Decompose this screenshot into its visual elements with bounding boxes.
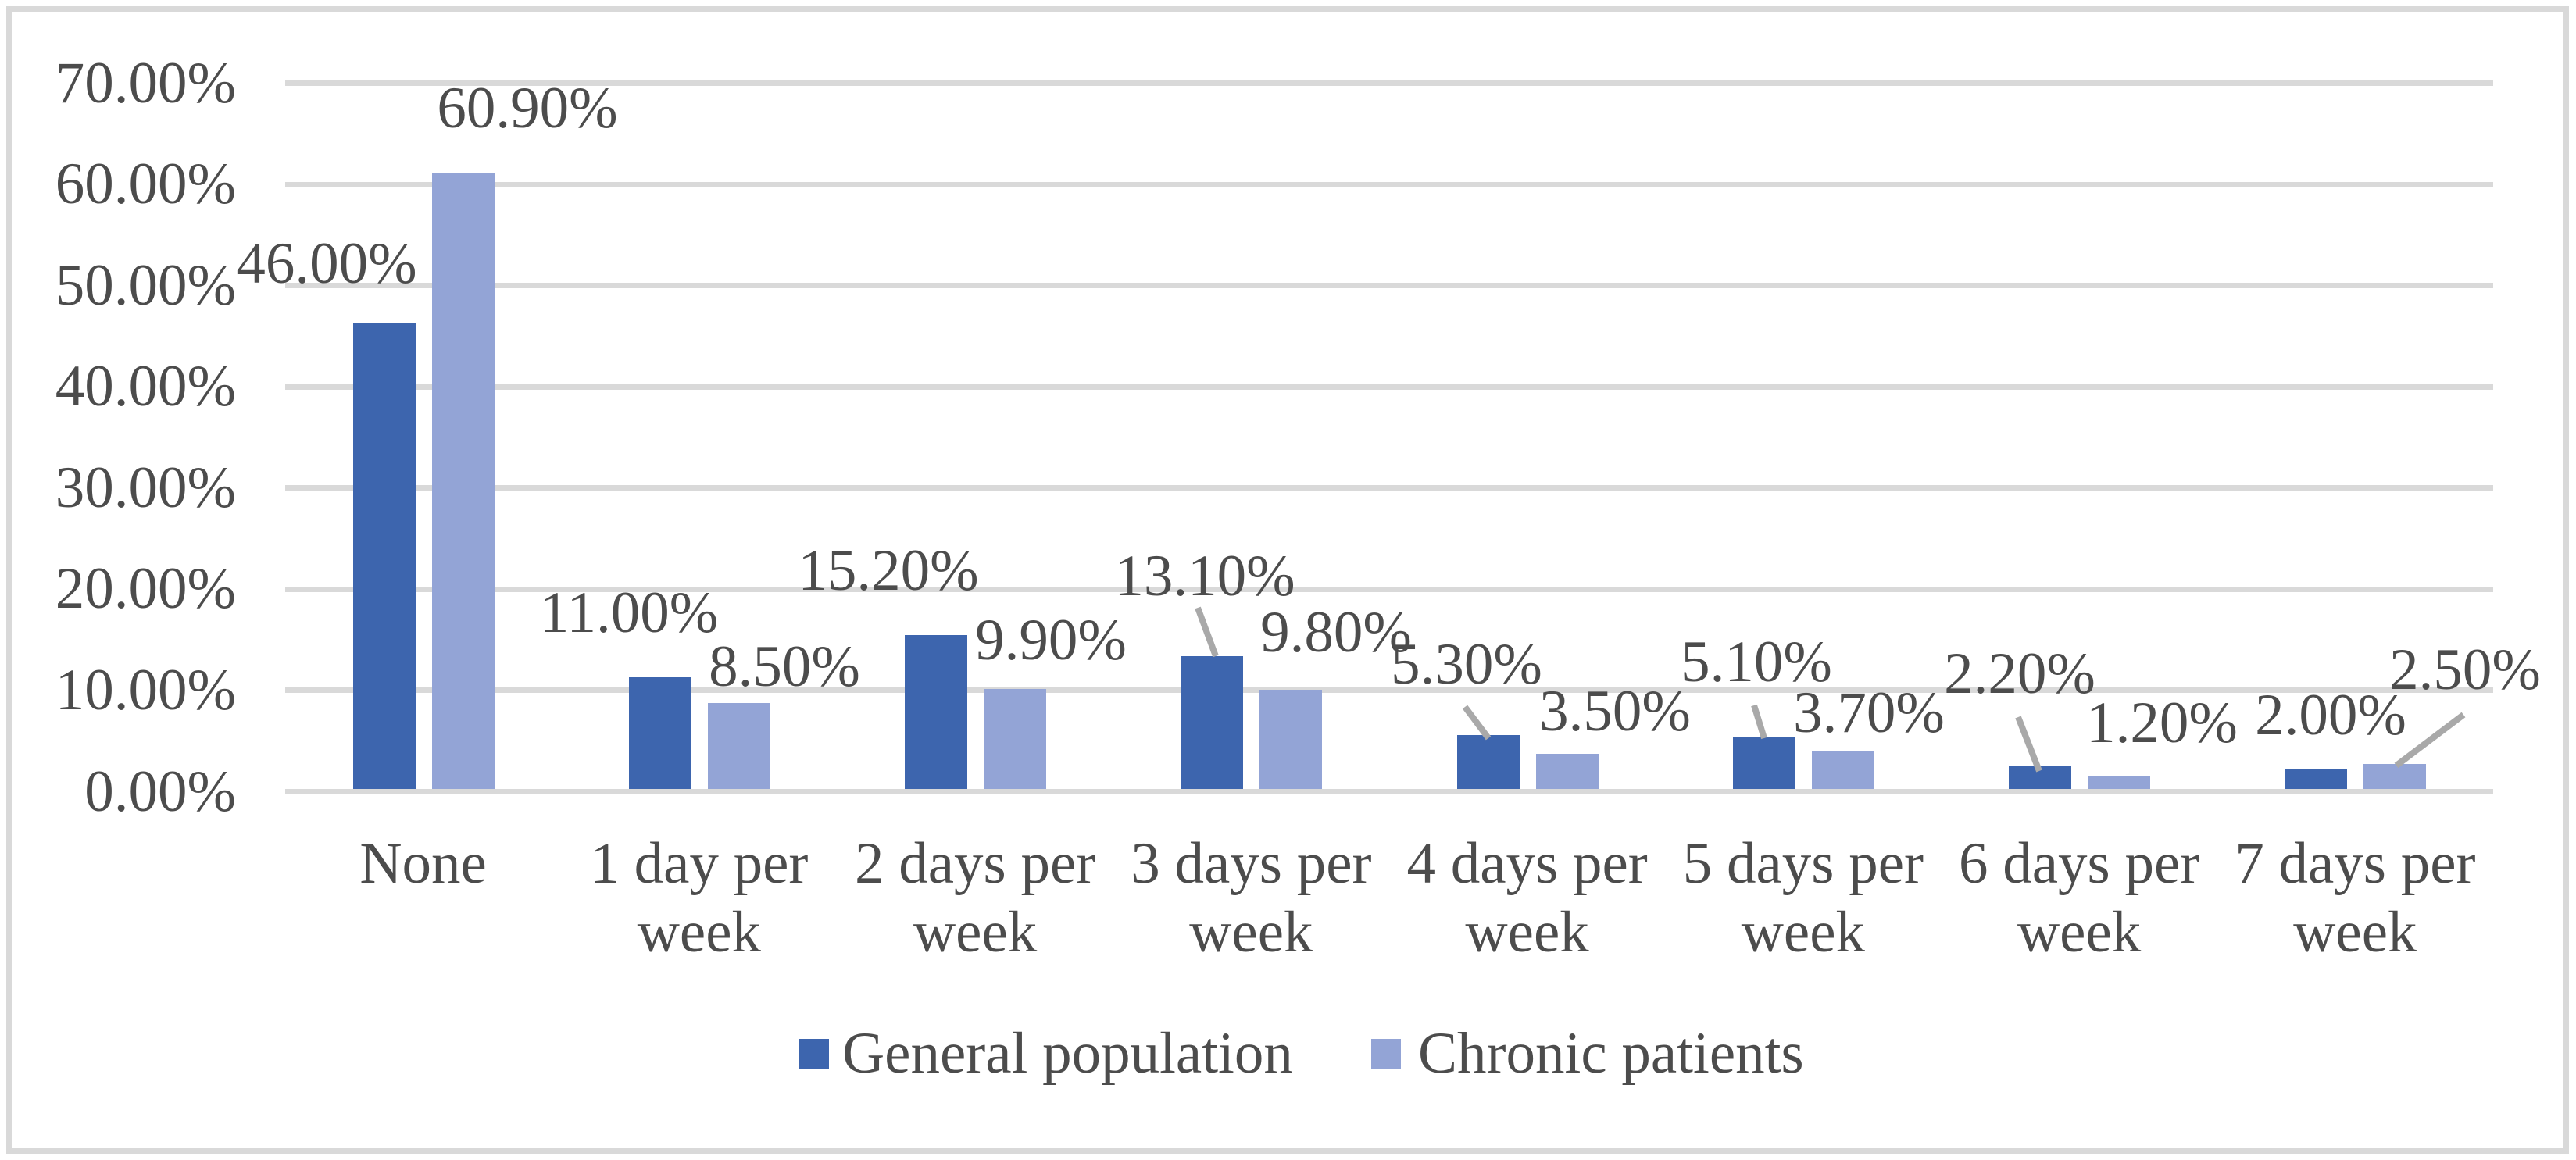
- bar-chronic-patients: [2363, 763, 2427, 789]
- x-axis-category-label-line: 7 days per: [2235, 831, 2476, 896]
- x-axis-category-label: 7 days per week: [2217, 830, 2493, 967]
- bar-general-population: [2009, 766, 2072, 789]
- x-axis-category-label-line: 6 days per: [1959, 831, 2200, 896]
- x-axis-category-label-line: 1 day per: [590, 831, 809, 896]
- leader-line: [1462, 705, 1492, 741]
- gridline: [285, 80, 2493, 86]
- x-axis-category-label-line: week: [2293, 900, 2417, 965]
- bar-chronic-patients: [707, 702, 770, 789]
- y-axis-tick-label: 70.00%: [55, 50, 236, 116]
- data-label: 3.70%: [1793, 680, 1945, 745]
- bar-general-population: [1181, 656, 1244, 789]
- data-label: 46.00%: [236, 231, 417, 296]
- x-axis-category-label: 4 days per week: [1389, 830, 1665, 967]
- gridline: [285, 687, 2493, 694]
- x-axis-category-label: 5 days per week: [1665, 830, 1941, 967]
- gridline: [285, 283, 2493, 289]
- y-axis-tick-label: 60.00%: [55, 152, 236, 217]
- x-axis-category-label: 3 days per week: [1113, 830, 1389, 967]
- bar-general-population: [905, 635, 968, 789]
- y-axis-tick-label: 40.00%: [55, 354, 236, 419]
- data-label: 9.90%: [975, 608, 1127, 673]
- data-label: 13.10%: [1114, 544, 1295, 609]
- data-label: 11.00%: [539, 580, 719, 645]
- leader-line: [1195, 606, 1219, 658]
- bar-general-population: [1456, 735, 1520, 789]
- leader-line: [2394, 712, 2466, 769]
- x-axis-category-label: 2 days per week: [838, 830, 1113, 967]
- bar-general-population: [628, 677, 691, 789]
- y-axis-tick-label: 20.00%: [55, 556, 236, 622]
- x-axis-category-label-line: week: [1465, 900, 1589, 965]
- data-label: 2.50%: [2389, 637, 2541, 702]
- data-label: 2.20%: [1944, 641, 2095, 706]
- x-axis-category-label: 1 day per week: [561, 830, 837, 967]
- bar-chronic-patients: [1535, 753, 1599, 789]
- bar-chronic-patients: [1811, 751, 1874, 789]
- gridline: [285, 789, 2493, 794]
- bar-chronic-patients: [431, 172, 495, 789]
- bar-chronic-patients: [1259, 690, 1323, 789]
- x-axis-category-label-line: 3 days per: [1131, 831, 1372, 896]
- legend-label: General population: [842, 1021, 1293, 1086]
- bar-general-population: [2285, 769, 2348, 789]
- data-label: 2.00%: [2255, 683, 2406, 748]
- y-axis-tick-label: 10.00%: [55, 657, 236, 723]
- x-axis-category-label-line: 2 days per: [855, 831, 1096, 896]
- leader-line: [1751, 704, 1767, 740]
- data-label: 8.50%: [709, 634, 860, 699]
- gridline: [285, 485, 2493, 491]
- x-axis-category-label-line: week: [637, 900, 761, 965]
- bar-general-population: [352, 323, 416, 789]
- data-label: 9.80%: [1260, 600, 1412, 665]
- data-label: 1.20%: [2086, 691, 2238, 755]
- x-axis-category-label: None: [285, 830, 561, 898]
- data-label: 60.90%: [437, 76, 618, 141]
- data-label: 5.30%: [1391, 632, 1542, 697]
- bar-chronic-patients: [984, 688, 1047, 789]
- x-axis-category-label: 6 days per week: [1942, 830, 2217, 967]
- x-axis-category-label-line: week: [1741, 900, 1865, 965]
- data-label: 15.20%: [798, 538, 979, 603]
- legend-swatch-chronic-patients: [1371, 1039, 1401, 1069]
- y-axis-tick-label: 50.00%: [55, 252, 236, 318]
- legend-label: Chronic patients: [1418, 1021, 1804, 1086]
- gridline: [285, 181, 2493, 187]
- data-label: 3.50%: [1539, 679, 1691, 744]
- x-axis-category-label-line: week: [913, 900, 1038, 965]
- leader-line: [2015, 716, 2042, 773]
- bar-general-population: [1732, 737, 1795, 789]
- gridline: [285, 384, 2493, 390]
- gridline: [285, 586, 2493, 592]
- x-axis-category-label-line: None: [359, 831, 487, 896]
- x-axis-category-label-line: 5 days per: [1682, 831, 1924, 896]
- x-axis-category-label-line: week: [1189, 900, 1313, 965]
- y-axis-tick-label: 30.00%: [55, 455, 236, 520]
- y-axis-tick-label: 0.00%: [84, 758, 236, 824]
- legend-swatch-general-population: [799, 1039, 829, 1069]
- x-axis-category-label-line: week: [2017, 900, 2142, 965]
- bar-chronic-patients: [2088, 776, 2151, 789]
- data-label: 5.10%: [1681, 630, 1832, 694]
- x-axis-category-label-line: 4 days per: [1406, 831, 1648, 896]
